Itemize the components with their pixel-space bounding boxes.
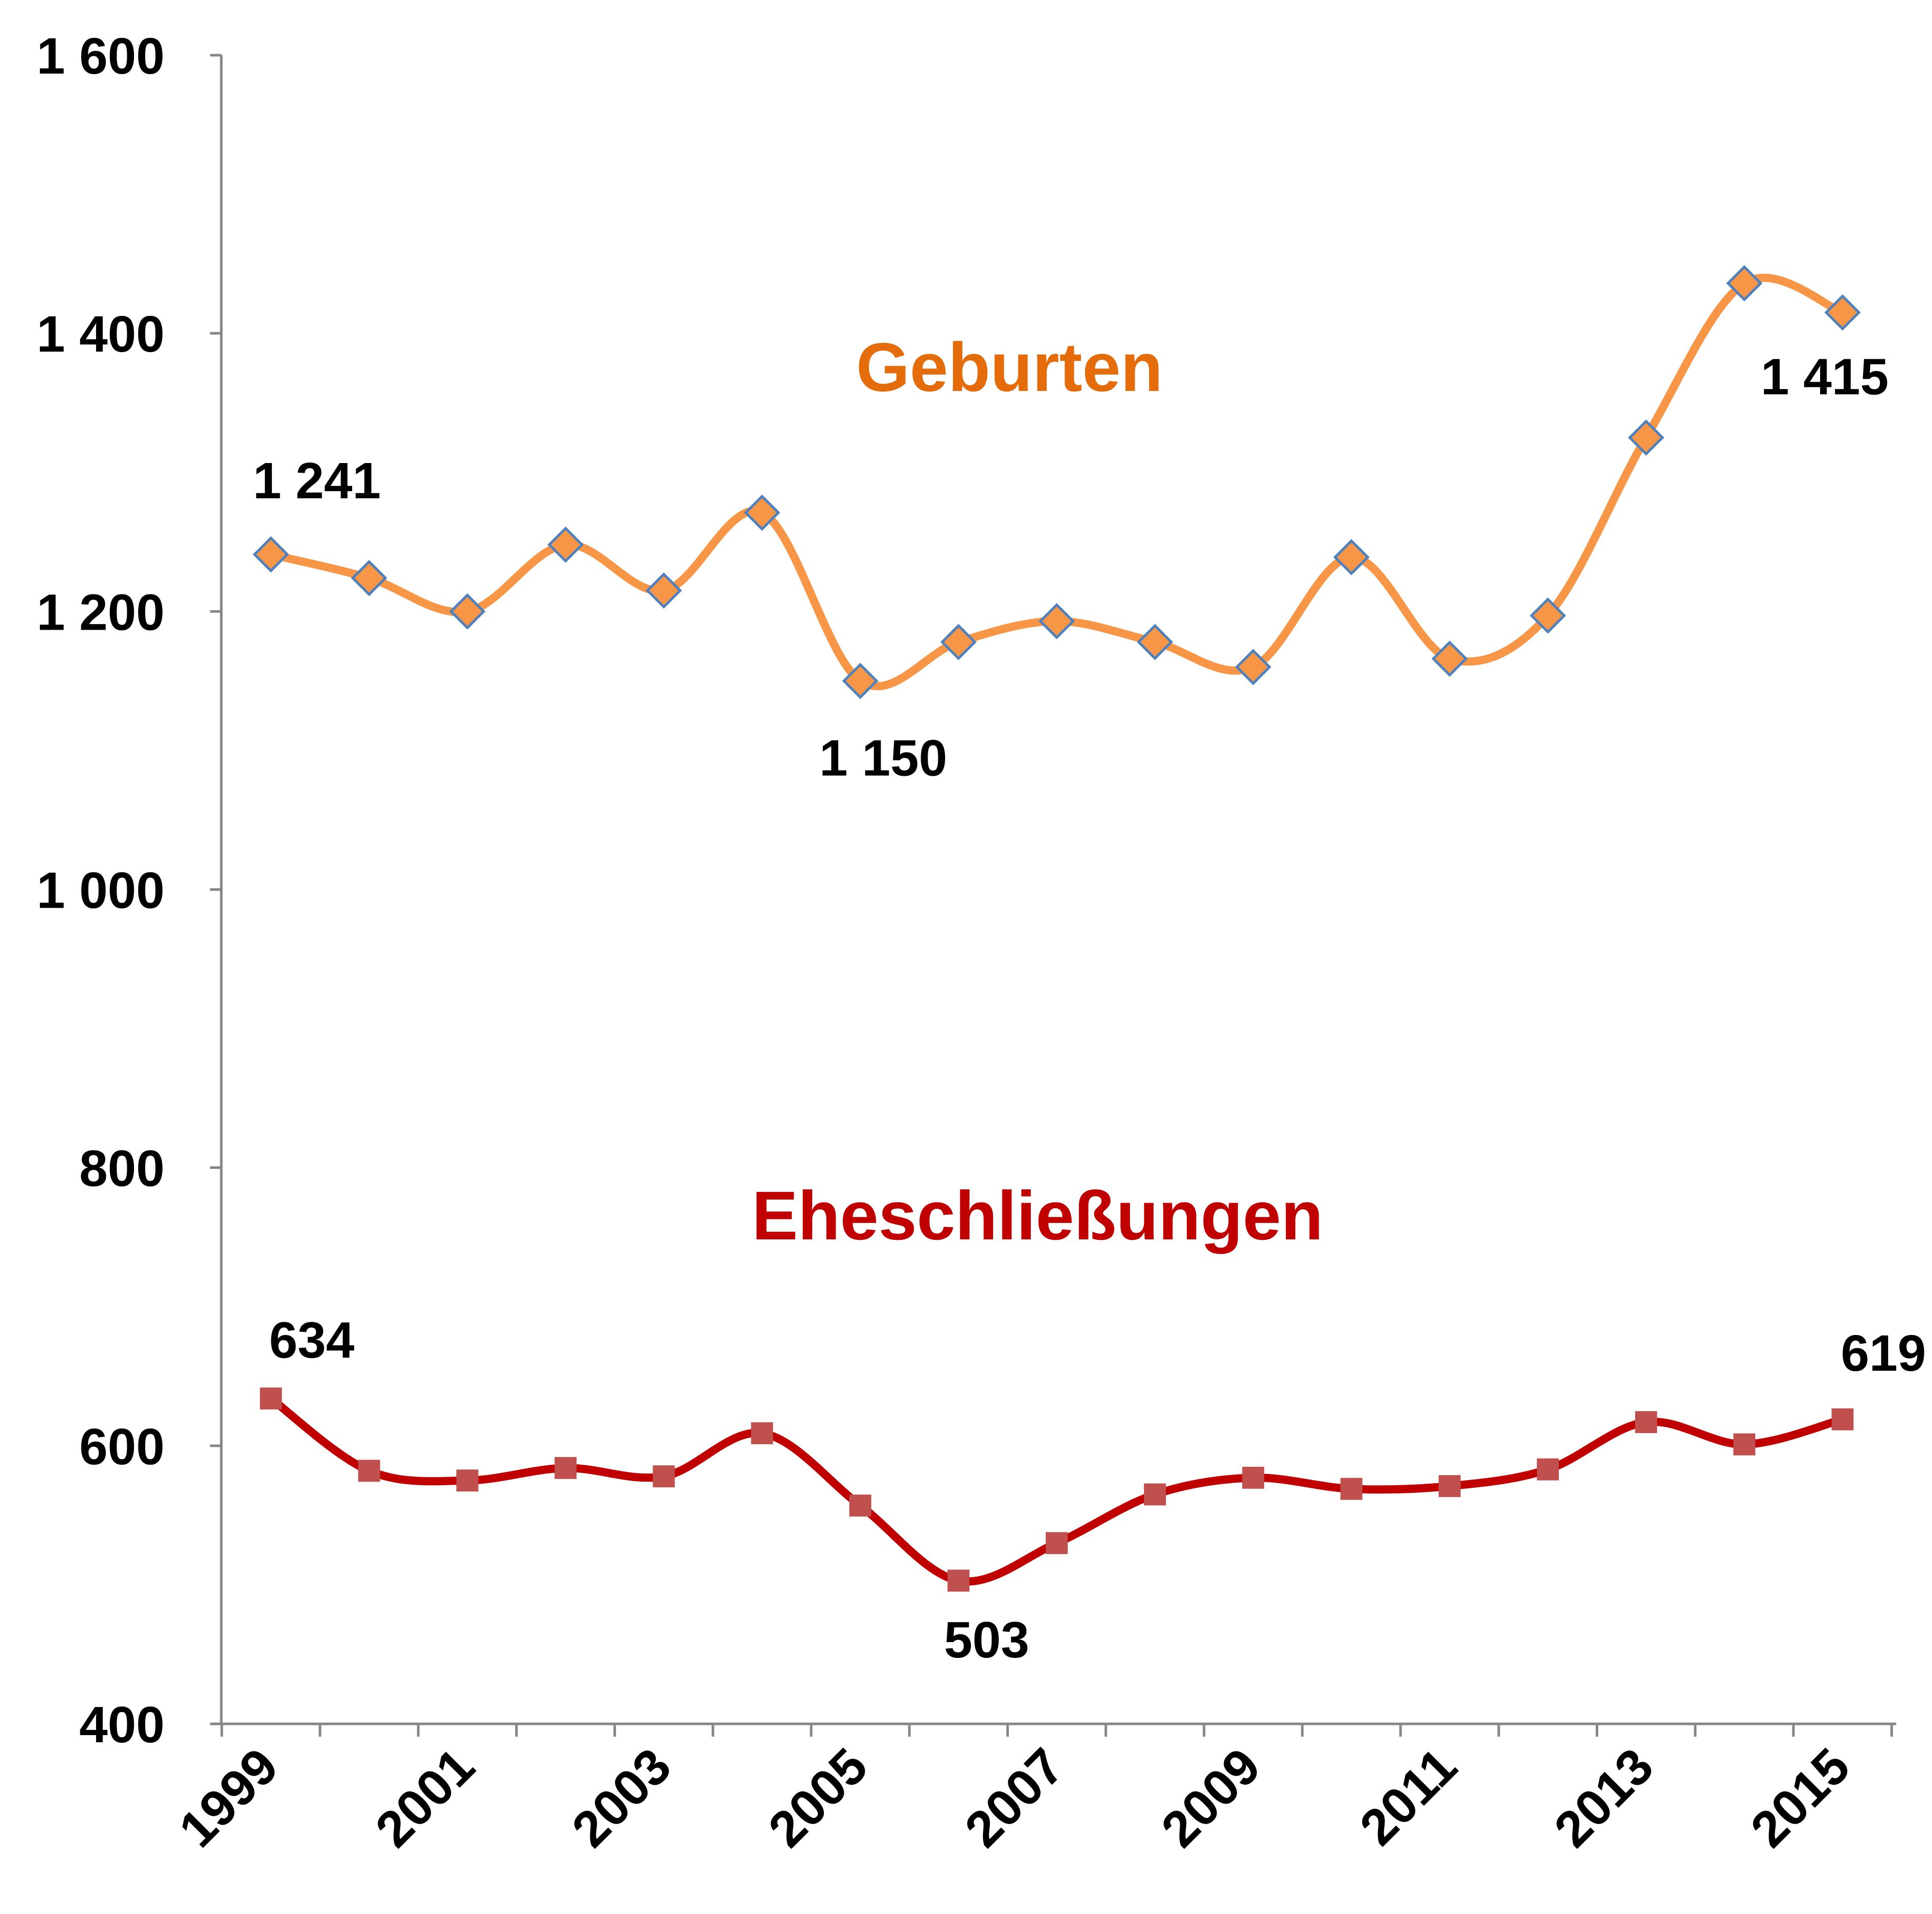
series-label-eheschliessungen: Eheschließungen [752,1177,1323,1254]
data-point-marker [1242,1466,1264,1489]
data-label: 619 [1841,1325,1926,1382]
x-axis-ticks: 1999 2001 2003 2005 2007 2009 2011 2013 2015 [168,1724,1893,1858]
data-point-marker [252,536,289,573]
data-point-marker [1438,1475,1461,1497]
x-tick-label: 2009 [1151,1737,1272,1858]
data-point-marker [1536,1458,1559,1481]
data-point-marker [260,1387,282,1410]
data-point-marker [456,1469,478,1492]
data-point-marker [1628,419,1665,456]
data-point-marker [1038,603,1075,639]
data-point-marker [751,1422,773,1444]
x-tick-label: 2011 [1349,1737,1468,1856]
data-labels: 1 241 1 150 1 415 634 503 619 [253,348,1926,1668]
data-point-marker [351,560,387,596]
data-point-marker [1733,1433,1756,1456]
data-point-marker [1831,1408,1854,1431]
data-point-marker [849,1494,871,1517]
data-point-marker [1431,640,1468,677]
data-point-marker [1340,1478,1363,1500]
x-tick-label: 2005 [757,1737,879,1858]
data-point-marker [1529,597,1566,634]
data-point-marker [842,662,879,699]
data-point-marker [1046,1532,1068,1554]
data-label: 1 241 [253,452,381,510]
y-tick-label: 600 [79,1418,165,1475]
data-label: 1 415 [1761,348,1889,405]
x-tick-label: 2013 [1544,1737,1665,1858]
data-label: 634 [269,1311,355,1369]
data-point-marker [947,1570,970,1592]
data-point-marker [1333,539,1370,575]
data-point-marker [1635,1411,1658,1434]
data-point-marker [1137,624,1174,660]
data-point-marker [744,494,780,531]
y-tick-label: 1 000 [37,862,165,919]
x-tick-label: 1999 [168,1737,289,1858]
y-tick-label: 1 400 [37,306,165,363]
data-point-marker [1235,649,1272,685]
x-tick-label: 2015 [1740,1737,1861,1858]
data-point-marker [1144,1483,1166,1506]
data-point-marker [653,1465,675,1488]
data-point-marker [555,1457,577,1479]
series-label-geburten: Geburten [856,329,1163,406]
y-tick-label: 400 [79,1696,165,1754]
y-tick-label: 1 200 [37,584,165,641]
x-tick-label: 2001 [364,1737,486,1858]
y-axis-ticks: 400 600 800 1 000 1 200 1 400 1 600 [37,28,221,1754]
data-point-marker [1824,294,1861,331]
data-label: 503 [944,1611,1029,1669]
x-tick-label: 2007 [954,1737,1075,1858]
series-lines [267,273,1847,1586]
data-point-marker [358,1460,380,1482]
data-label: 1 150 [819,729,947,787]
y-tick-label: 1 600 [37,28,165,85]
data-point-marker [547,526,584,563]
series-name-labels: Geburten Eheschließungen [752,329,1323,1254]
data-point-marker [940,624,977,660]
data-point-marker [449,593,486,630]
data-point-marker [1726,265,1763,302]
y-tick-label: 800 [79,1140,165,1197]
series-markers [252,265,1861,1592]
x-tick-label: 2003 [561,1737,682,1858]
data-point-marker [646,572,682,609]
